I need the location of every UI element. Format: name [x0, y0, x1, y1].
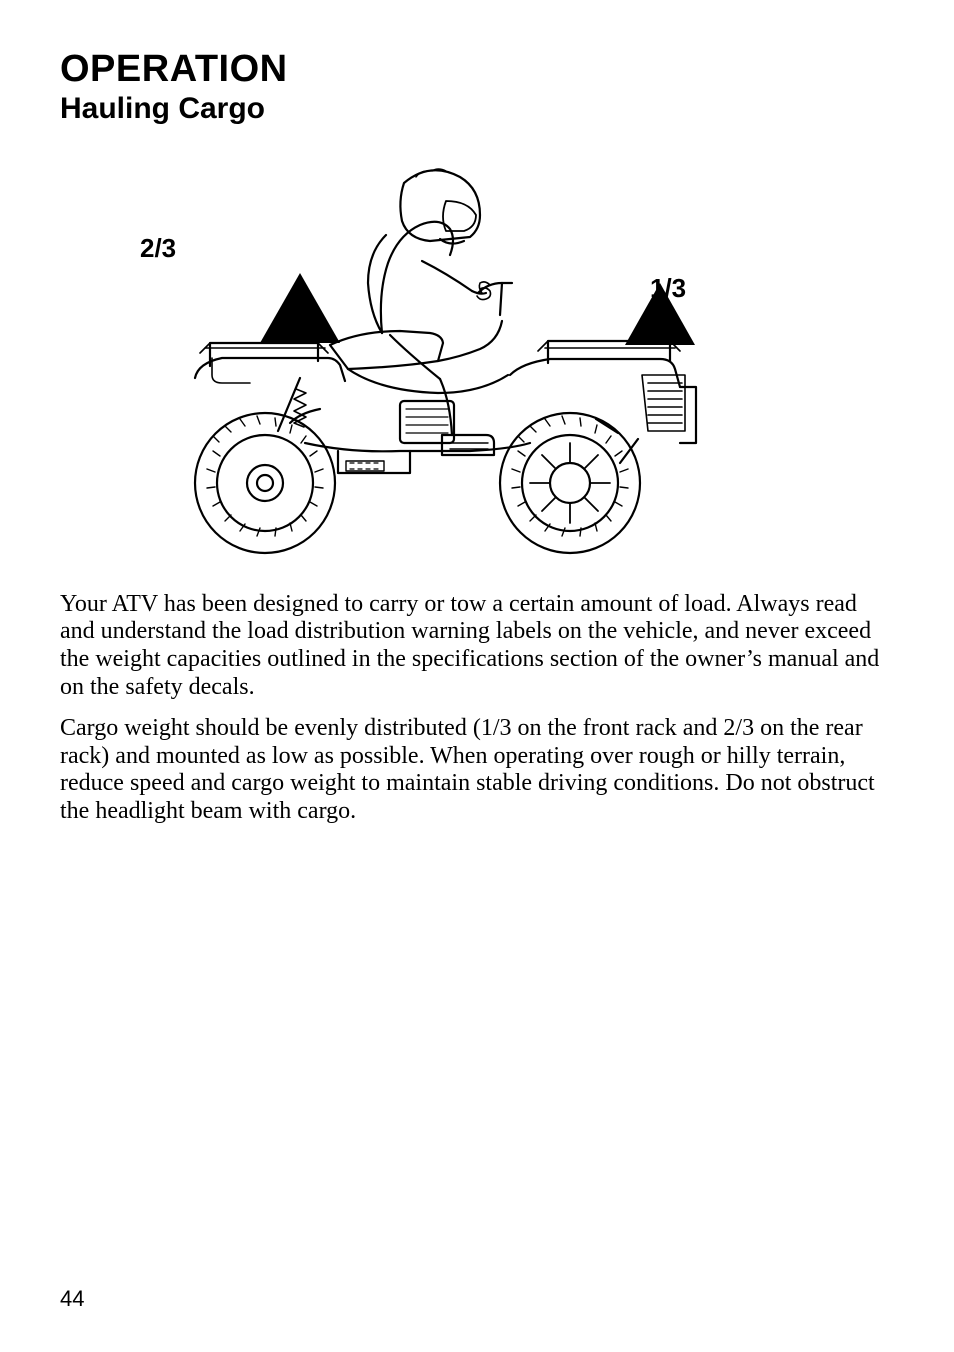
paragraph-1: Your ATV has been designed to carry or t…	[60, 591, 894, 701]
heading-hauling-cargo: Hauling Cargo	[60, 92, 894, 125]
figure-atv-load-distribution: 2/3 1/3	[60, 143, 894, 573]
page: OPERATION Hauling Cargo 2/3 1/3	[0, 0, 954, 1352]
heading-operation: OPERATION	[60, 50, 894, 90]
atv-illustration	[150, 143, 710, 573]
page-number: 44	[60, 1286, 84, 1312]
paragraph-2: Cargo weight should be evenly distribute…	[60, 715, 894, 825]
